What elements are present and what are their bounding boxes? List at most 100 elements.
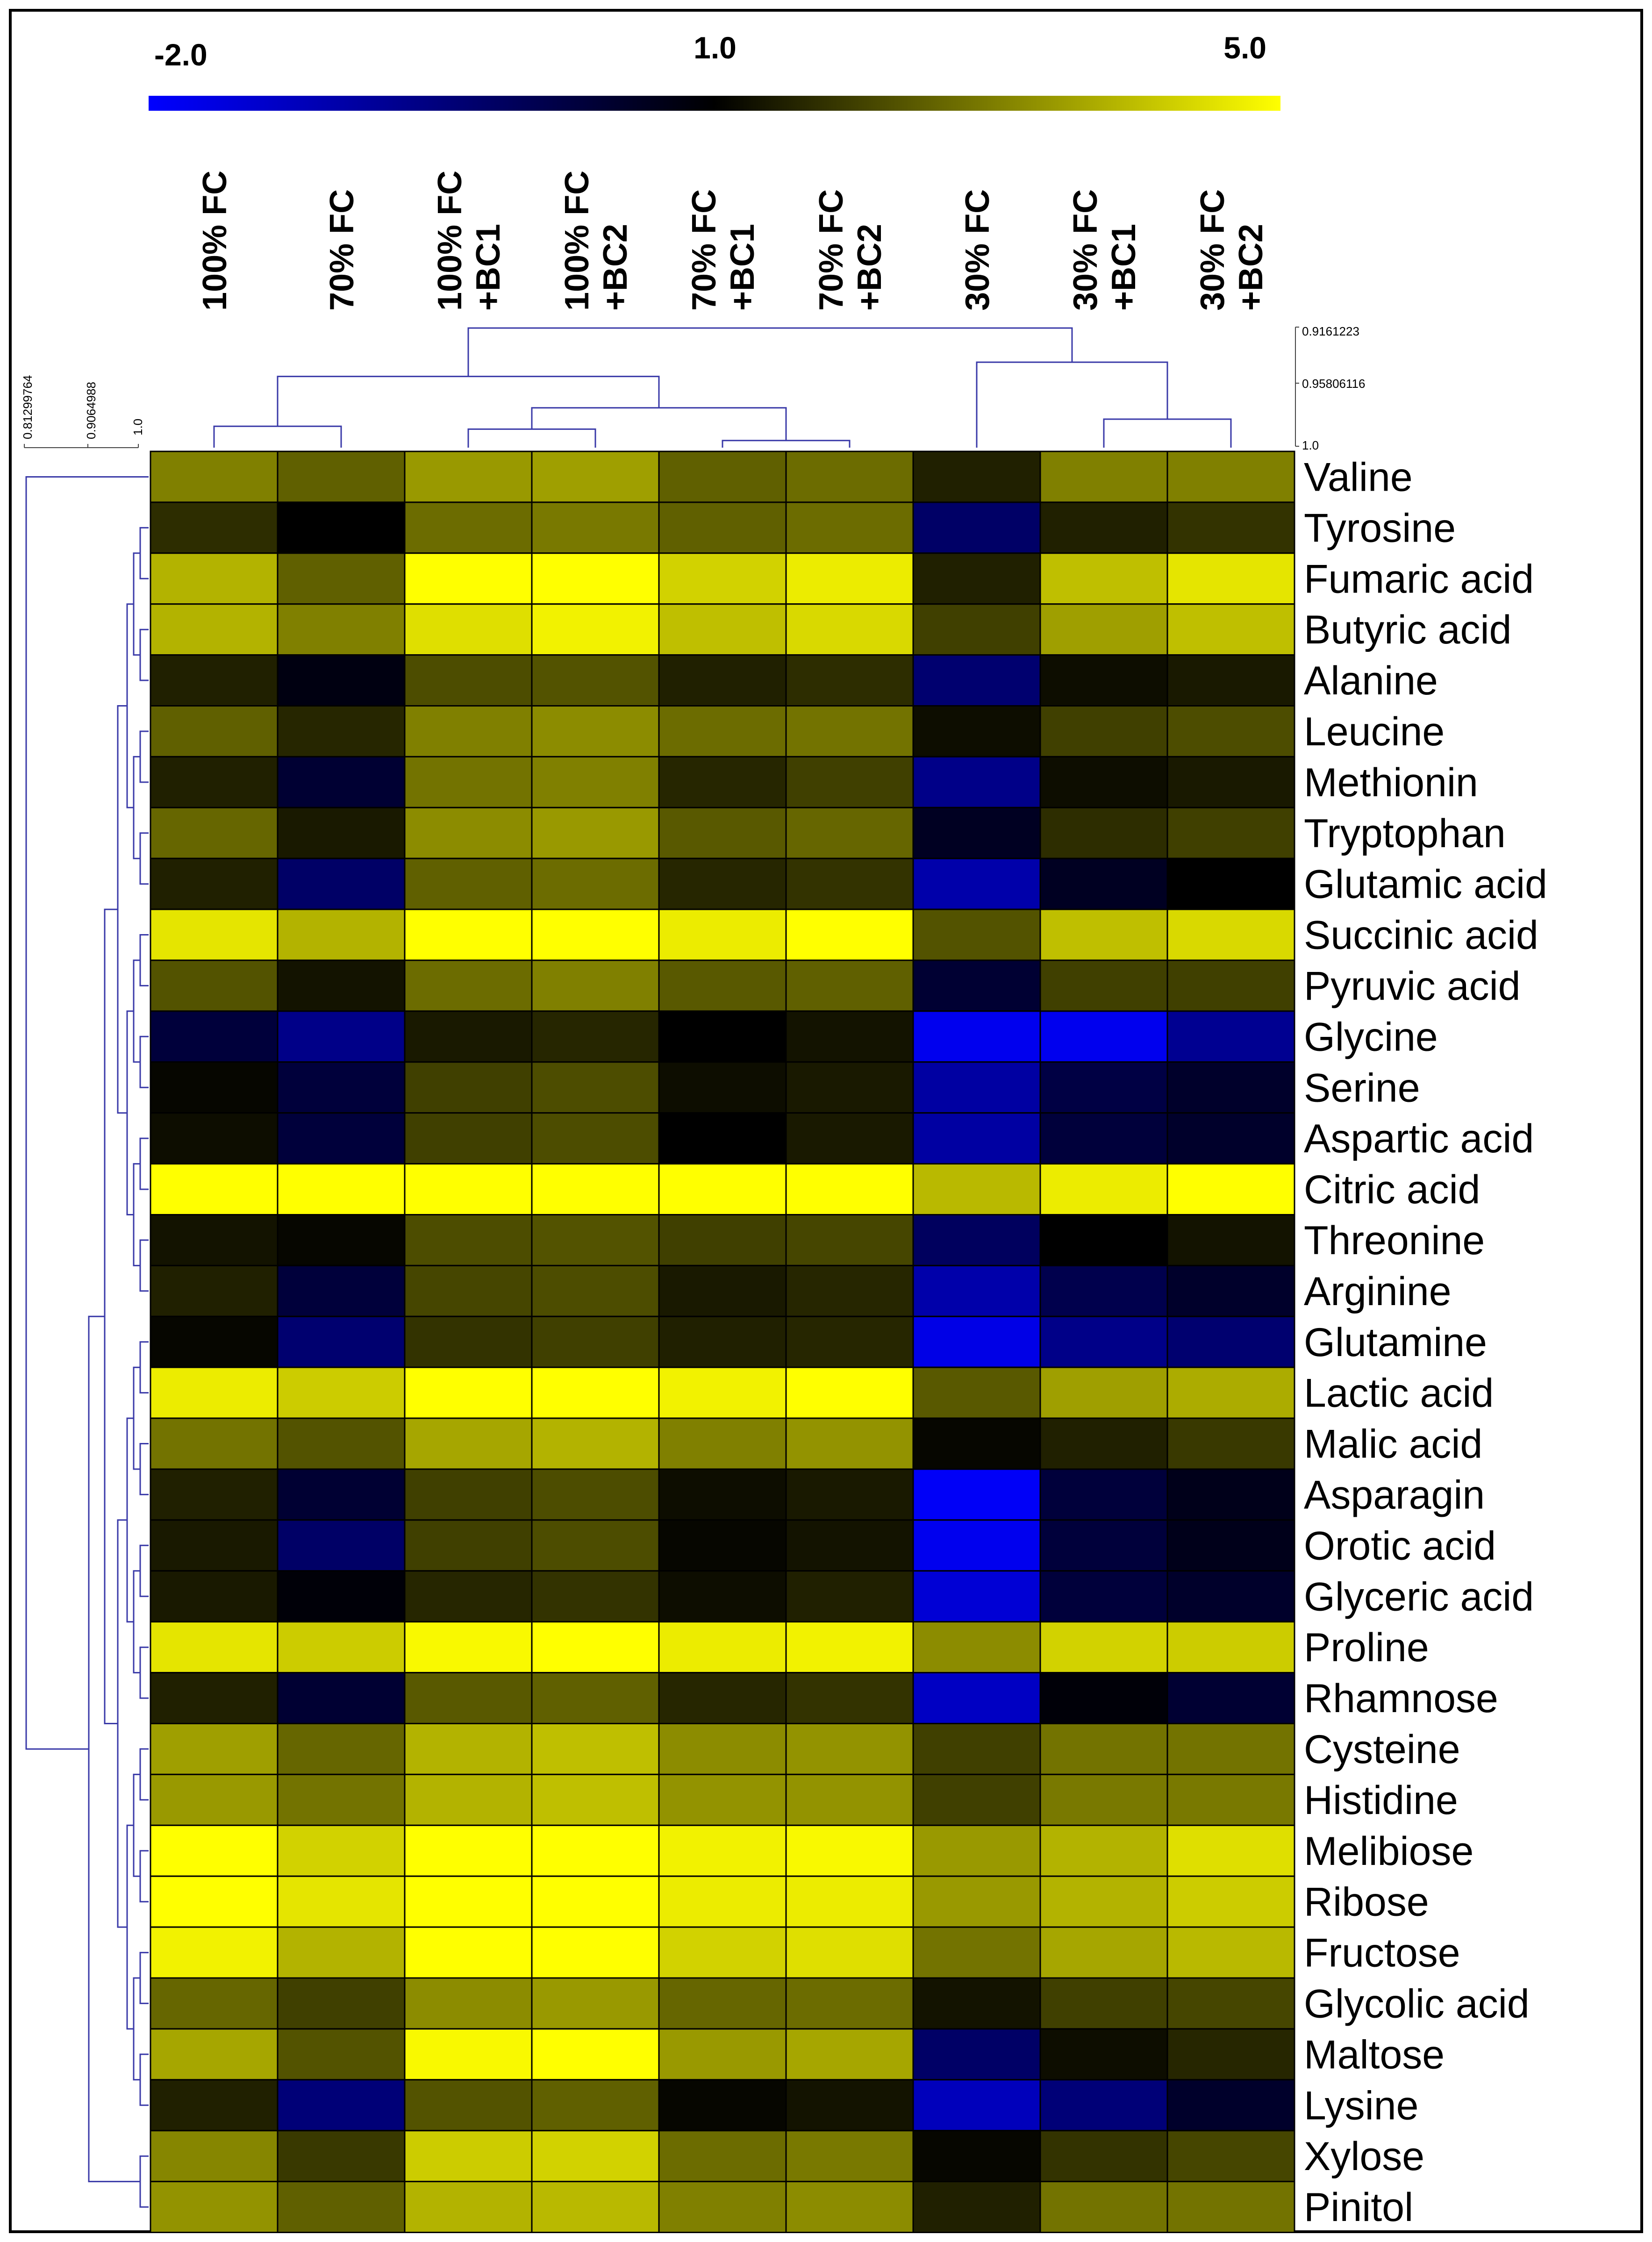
heatmap-cell [277,552,406,605]
heatmap-cell [912,908,1041,961]
heatmap-cell [658,1417,787,1470]
heatmap-cell [277,1824,406,1877]
heatmap-cell [531,1875,660,1928]
heatmap-cell [785,1468,914,1521]
heatmap-cell [531,1112,660,1165]
row-dendrogram-axis: 0.81299764 0.9064988 1.0 [21,375,145,448]
heatmap-cell [658,1315,787,1368]
heatmap-cell [785,2130,914,2183]
heatmap-cell [1166,501,1295,554]
heatmap-cell [658,2130,787,2183]
heatmap-cell [785,1773,914,1826]
heatmap-cell [785,959,914,1012]
heatmap-cell [531,1468,660,1521]
heatmap-cell [404,1723,533,1775]
heatmap-cell [277,2130,406,2183]
heatmap-cell [277,1570,406,1623]
heatmap-cell [785,908,914,961]
heatmap-cell [404,1061,533,1114]
heatmap-cell [150,807,279,859]
column-label: +BC2 [597,224,634,311]
heatmap-cell [912,1163,1041,1216]
heatmap-cell [658,1672,787,1725]
row-label: Lysine [1304,2083,1418,2128]
heatmap-cell [1166,1264,1295,1317]
heatmap-cell [912,959,1041,1012]
row-label: Xylose [1304,2134,1424,2179]
heatmap-cell [1166,959,1295,1012]
heatmap-cell [277,1061,406,1114]
heatmap-cell [404,1621,533,1674]
heatmap-cell [658,1061,787,1114]
heatmap-cell [658,1264,787,1317]
heatmap-cell [785,1163,914,1216]
heatmap-cell [785,1214,914,1266]
heatmap-cell [785,1417,914,1470]
row-label: Orotic acid [1304,1523,1496,1568]
heatmap-cell [658,1773,787,1826]
heatmap-cell [1039,1570,1168,1623]
heatmap-cell [658,959,787,1012]
heatmap-cell [150,1163,279,1216]
heatmap-cell [150,654,279,707]
heatmap-cell [1039,1112,1168,1165]
heatmap-cell [404,1315,533,1368]
heatmap-cell [531,2130,660,2183]
heatmap-cell [277,1621,406,1674]
heatmap-cell [1039,1672,1168,1725]
heatmap-cell [1166,1977,1295,2030]
heatmap-cell [1166,1163,1295,1216]
heatmap-cell [150,1061,279,1114]
heatmap-cell [150,1112,279,1165]
heatmap-cell [404,1570,533,1623]
heatmap-cell [658,1621,787,1674]
row-label: Proline [1304,1625,1429,1670]
heatmap-cell [912,501,1041,554]
row-label: Melibiose [1304,1829,1473,1874]
heatmap-cell [277,1977,406,2030]
heatmap-cell [1039,2181,1168,2234]
heatmap-cell [912,1570,1041,1623]
heatmap-cell [912,1773,1041,1826]
heatmap-cell [150,1417,279,1470]
heatmap-cell [277,1315,406,1368]
heatmap-cell [404,1672,533,1725]
heatmap-cell [658,705,787,757]
heatmap-cell [1039,807,1168,859]
heatmap-cell [531,501,660,554]
heatmap-cell [658,2079,787,2132]
heatmap-cell [150,1214,279,1266]
heatmap-cell [150,1315,279,1368]
column-label: 70% FC [323,189,361,311]
heatmap-cell [912,1264,1041,1317]
heatmap-cell [531,1773,660,1826]
heatmap-cell [531,1570,660,1623]
heatmap-cell [658,603,787,656]
heatmap-cell [404,1468,533,1521]
heatmap-cell [277,1417,406,1470]
heatmap-cell [150,1519,279,1572]
heatmap-cell [150,1264,279,1317]
heatmap-cell [404,1977,533,2030]
heatmap-cell [658,2028,787,2081]
heatmap-cell [531,959,660,1012]
heatmap-cell [1039,1468,1168,1521]
heatmap-cell [531,1417,660,1470]
heatmap-cell [404,959,533,1012]
heatmap-cell [785,1875,914,1928]
heatmap-cell [1166,2028,1295,2081]
heatmap-cell [1166,1519,1295,1572]
heatmap-cell [1039,705,1168,757]
heatmap-cell [658,1570,787,1623]
heatmap-cell [912,857,1041,910]
heatmap-cell [404,908,533,961]
heatmap-cell [531,1061,660,1114]
heatmap-cell [531,1621,660,1674]
heatmap-cell [150,552,279,605]
heatmap-cell [277,1163,406,1216]
heatmap-cell [1039,1315,1168,1368]
heatmap-cell [150,1468,279,1521]
heatmap-cell [1039,2130,1168,2183]
heatmap-cell [150,1672,279,1725]
heatmap-cell [1039,756,1168,808]
